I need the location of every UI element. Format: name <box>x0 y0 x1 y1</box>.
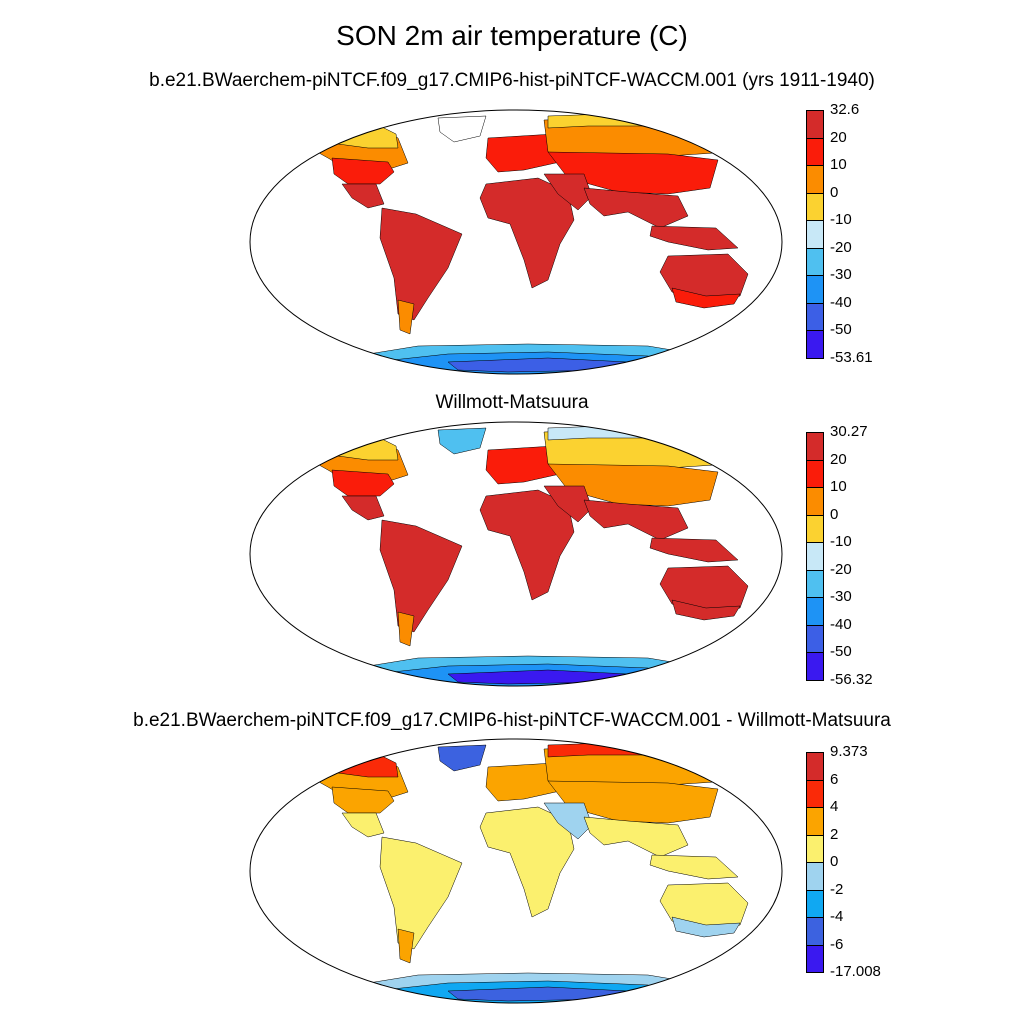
colorbar-swatch <box>806 459 824 488</box>
colorbar-swatch <box>806 807 824 836</box>
colorbar-label: -50 <box>830 321 852 338</box>
map-difference <box>249 738 783 1004</box>
region-mexico <box>341 812 385 838</box>
region-middle-east <box>543 173 593 211</box>
colorbar-label: -4 <box>830 908 844 925</box>
colorbar-swatch <box>806 597 824 626</box>
colorbar-swatch <box>806 137 824 166</box>
region-canada-north <box>311 119 399 149</box>
region-greenland <box>437 744 487 772</box>
colorbar-swatch <box>806 917 824 946</box>
map-model <box>249 109 783 375</box>
colorbar-swatch <box>806 165 824 194</box>
region-middle-east <box>543 802 593 840</box>
region-middle-east <box>543 485 593 523</box>
colorbar-label: 30.27 <box>830 423 868 440</box>
region-usa <box>331 157 395 185</box>
colorbar-label: 20 <box>830 128 847 146</box>
region-south-america <box>379 519 463 633</box>
colorbar-label: 10 <box>830 478 847 495</box>
colorbar-swatch <box>806 779 824 808</box>
colorbar-swatch <box>806 889 824 918</box>
colorbar-label: -53.61 <box>830 348 873 366</box>
colorbar-label: 0 <box>830 183 839 201</box>
map-outline <box>249 421 783 687</box>
colorbar-label: 6 <box>830 770 839 788</box>
colorbar-swatch <box>806 275 824 304</box>
region-canada-north <box>311 748 399 778</box>
colorbar-swatch <box>806 302 824 331</box>
panel-title-observations: Willmott-Matsuura <box>435 392 589 413</box>
colorbar-swatch <box>806 247 824 276</box>
colorbar-label: -10 <box>830 211 852 228</box>
region-mexico <box>341 183 385 209</box>
colorbar-label: 2 <box>830 825 839 843</box>
colorbar-swatch <box>806 330 824 359</box>
colorbar-label: -56.32 <box>830 670 873 688</box>
colorbar-label: 20 <box>830 450 847 468</box>
colorbar-swatch <box>806 432 824 461</box>
region-mexico <box>341 495 385 521</box>
colorbar-label: -30 <box>830 588 852 605</box>
region-south-america <box>379 836 463 950</box>
colorbar-label: 10 <box>830 156 847 173</box>
colorbar-label: -10 <box>830 533 852 550</box>
colorbar-label: -30 <box>830 266 852 283</box>
colorbar-label: -17.008 <box>830 963 881 980</box>
region-greenland <box>437 427 487 455</box>
region-australia-south <box>671 599 741 621</box>
panel-title-difference: b.e21.BWaerchem-piNTCF.f09_g17.CMIP6-his… <box>133 710 891 731</box>
colorbar-label: 4 <box>830 798 839 815</box>
colorbar-swatch <box>806 514 824 543</box>
panel-title-model: b.e21.BWaerchem-piNTCF.f09_g17.CMIP6-his… <box>149 70 875 91</box>
region-usa <box>331 786 395 814</box>
region-greenland <box>437 115 487 143</box>
colorbar-swatch <box>806 220 824 249</box>
colorbar-label: -20 <box>830 560 852 578</box>
colorbar-swatch <box>806 542 824 571</box>
region-indonesia <box>649 225 739 251</box>
colorbar-swatch <box>806 487 824 516</box>
colorbar-swatch <box>806 752 824 781</box>
colorbar-swatch <box>806 944 824 973</box>
region-canada-north <box>311 431 399 461</box>
region-indonesia <box>649 537 739 563</box>
colorbar-label: 0 <box>830 505 839 523</box>
colorbar-label: -50 <box>830 643 852 660</box>
region-australia-south <box>671 916 741 938</box>
map-observations <box>249 421 783 687</box>
colorbar-swatch <box>806 862 824 891</box>
colorbar-label: -20 <box>830 238 852 256</box>
colorbar-label: -6 <box>830 935 844 953</box>
region-south-america <box>379 207 463 321</box>
region-patagonia <box>397 928 415 964</box>
region-patagonia <box>397 611 415 647</box>
colorbar-swatch <box>806 569 824 598</box>
map-outline <box>249 738 783 1004</box>
colorbar-label: -2 <box>830 880 844 898</box>
colorbar-label: 0 <box>830 853 839 870</box>
colorbar-swatch <box>806 110 824 139</box>
region-patagonia <box>397 299 415 335</box>
region-australia-south <box>671 287 741 309</box>
map-outline <box>249 109 783 375</box>
figure-title: SON 2m air temperature (C) <box>336 20 688 51</box>
region-usa <box>331 469 395 497</box>
colorbar-label: -40 <box>830 293 852 311</box>
region-indonesia <box>649 854 739 880</box>
colorbar-swatch <box>806 652 824 681</box>
colorbar-label: 9.373 <box>830 743 868 760</box>
colorbar-label: 32.6 <box>830 101 860 118</box>
colorbar-label: -40 <box>830 615 852 633</box>
colorbar-swatch <box>806 834 824 863</box>
colorbar-swatch <box>806 624 824 653</box>
colorbar-swatch <box>806 192 824 221</box>
